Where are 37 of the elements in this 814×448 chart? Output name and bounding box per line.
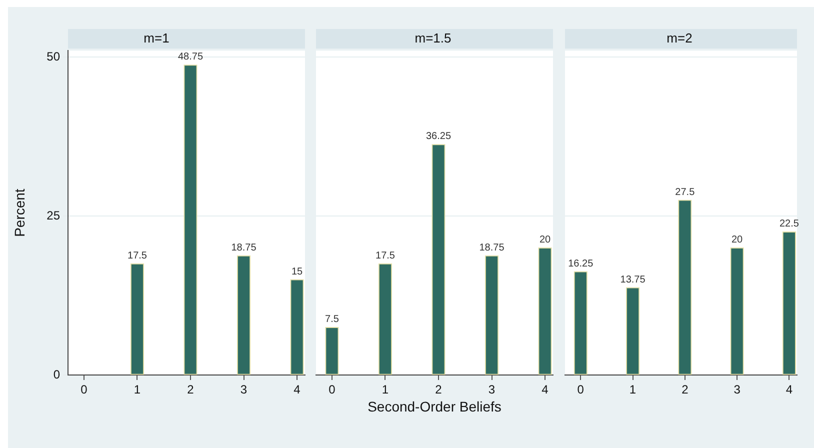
x-tick-label: 4 bbox=[786, 382, 793, 397]
x-tick-label: 2 bbox=[435, 382, 442, 397]
x-tick-label: 1 bbox=[629, 382, 636, 397]
data-label: 18.75 bbox=[479, 242, 505, 254]
data-label: 13.75 bbox=[620, 274, 646, 286]
x-tick-label: 3 bbox=[488, 382, 496, 397]
y-axis-title: Percent bbox=[11, 188, 28, 237]
y-tick-label: 25 bbox=[46, 208, 60, 222]
data-label: 17.5 bbox=[376, 250, 396, 262]
chart-title: m=1 bbox=[144, 30, 170, 46]
data-label: 36.25 bbox=[426, 131, 452, 142]
data-label: 18.75 bbox=[231, 242, 257, 254]
x-tick-label: 1 bbox=[134, 382, 141, 397]
data-label: 20 bbox=[539, 234, 552, 246]
data-label: 27.5 bbox=[675, 186, 696, 198]
x-tick-label: 0 bbox=[328, 382, 336, 397]
x-tick-label: 2 bbox=[682, 382, 689, 397]
x-tick-label: 4 bbox=[542, 382, 549, 397]
x-axis-title: Second-Order Beliefs bbox=[368, 398, 502, 414]
data-label: 7.5 bbox=[325, 314, 340, 326]
data-label: 48.75 bbox=[178, 52, 204, 63]
x-tick-label: 2 bbox=[187, 382, 194, 397]
x-tick-label: 4 bbox=[294, 382, 301, 397]
x-tick-label: 1 bbox=[382, 382, 389, 397]
data-label: 22.5 bbox=[779, 218, 800, 230]
y-tick-label: 50 bbox=[46, 49, 60, 64]
chart-title: m=2 bbox=[666, 30, 692, 46]
data-label: 20 bbox=[731, 234, 744, 246]
data-label: 16.25 bbox=[568, 258, 594, 270]
x-tick-label: 0 bbox=[577, 382, 584, 397]
data-label: 17.5 bbox=[128, 250, 148, 262]
y-tick-label: 0 bbox=[53, 367, 60, 382]
x-tick-label: 3 bbox=[240, 382, 248, 397]
x-tick-label: 0 bbox=[80, 382, 88, 397]
chart-title: m=1.5 bbox=[414, 30, 452, 46]
x-tick-label: 3 bbox=[734, 382, 741, 397]
data-label: 15 bbox=[291, 266, 304, 278]
